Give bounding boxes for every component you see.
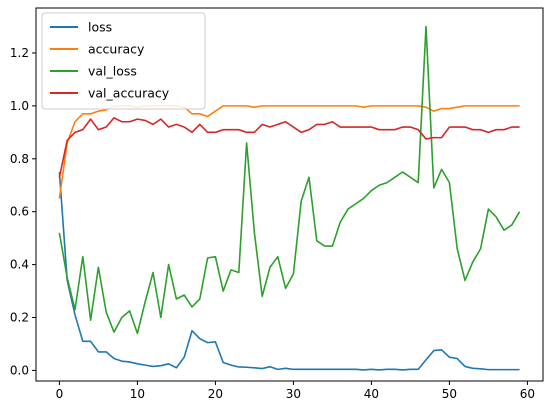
legend-label-val-loss: val_loss [88,64,137,79]
y-tick-label: 1.2 [10,46,29,60]
legend-label-val-accuracy: val_accuracy [88,86,170,101]
x-tick-label: 20 [208,387,223,401]
series-line-val-accuracy [58,116,520,178]
y-tick-label: 1.0 [10,99,29,113]
y-tick-label: 0.6 [10,205,29,219]
y-tick-label: 0.0 [10,363,29,377]
legend-box [41,12,206,110]
series-line-val-loss [58,25,521,335]
x-tick-label: 0 [56,387,64,401]
legend: loss accuracy val_loss val_accuracy [41,12,206,110]
x-tick-label: 30 [286,387,301,401]
legend-label-accuracy: accuracy [88,42,145,57]
x-tick-label: 40 [364,387,379,401]
x-axis: 0 10 20 30 40 50 60 [56,381,535,401]
y-tick-label: 0.8 [10,152,29,166]
legend-label-loss: loss [88,20,112,35]
x-tick-label: 50 [442,387,457,401]
y-tick-label: 0.2 [10,311,29,325]
x-tick-label: 10 [130,387,145,401]
x-tick-label: 60 [520,387,535,401]
y-tick-label: 0.4 [10,258,29,272]
series-line-loss [58,171,520,371]
plot-frame [35,7,544,382]
y-axis: 0.0 0.2 0.4 0.6 0.8 1.0 1.2 [10,46,36,377]
